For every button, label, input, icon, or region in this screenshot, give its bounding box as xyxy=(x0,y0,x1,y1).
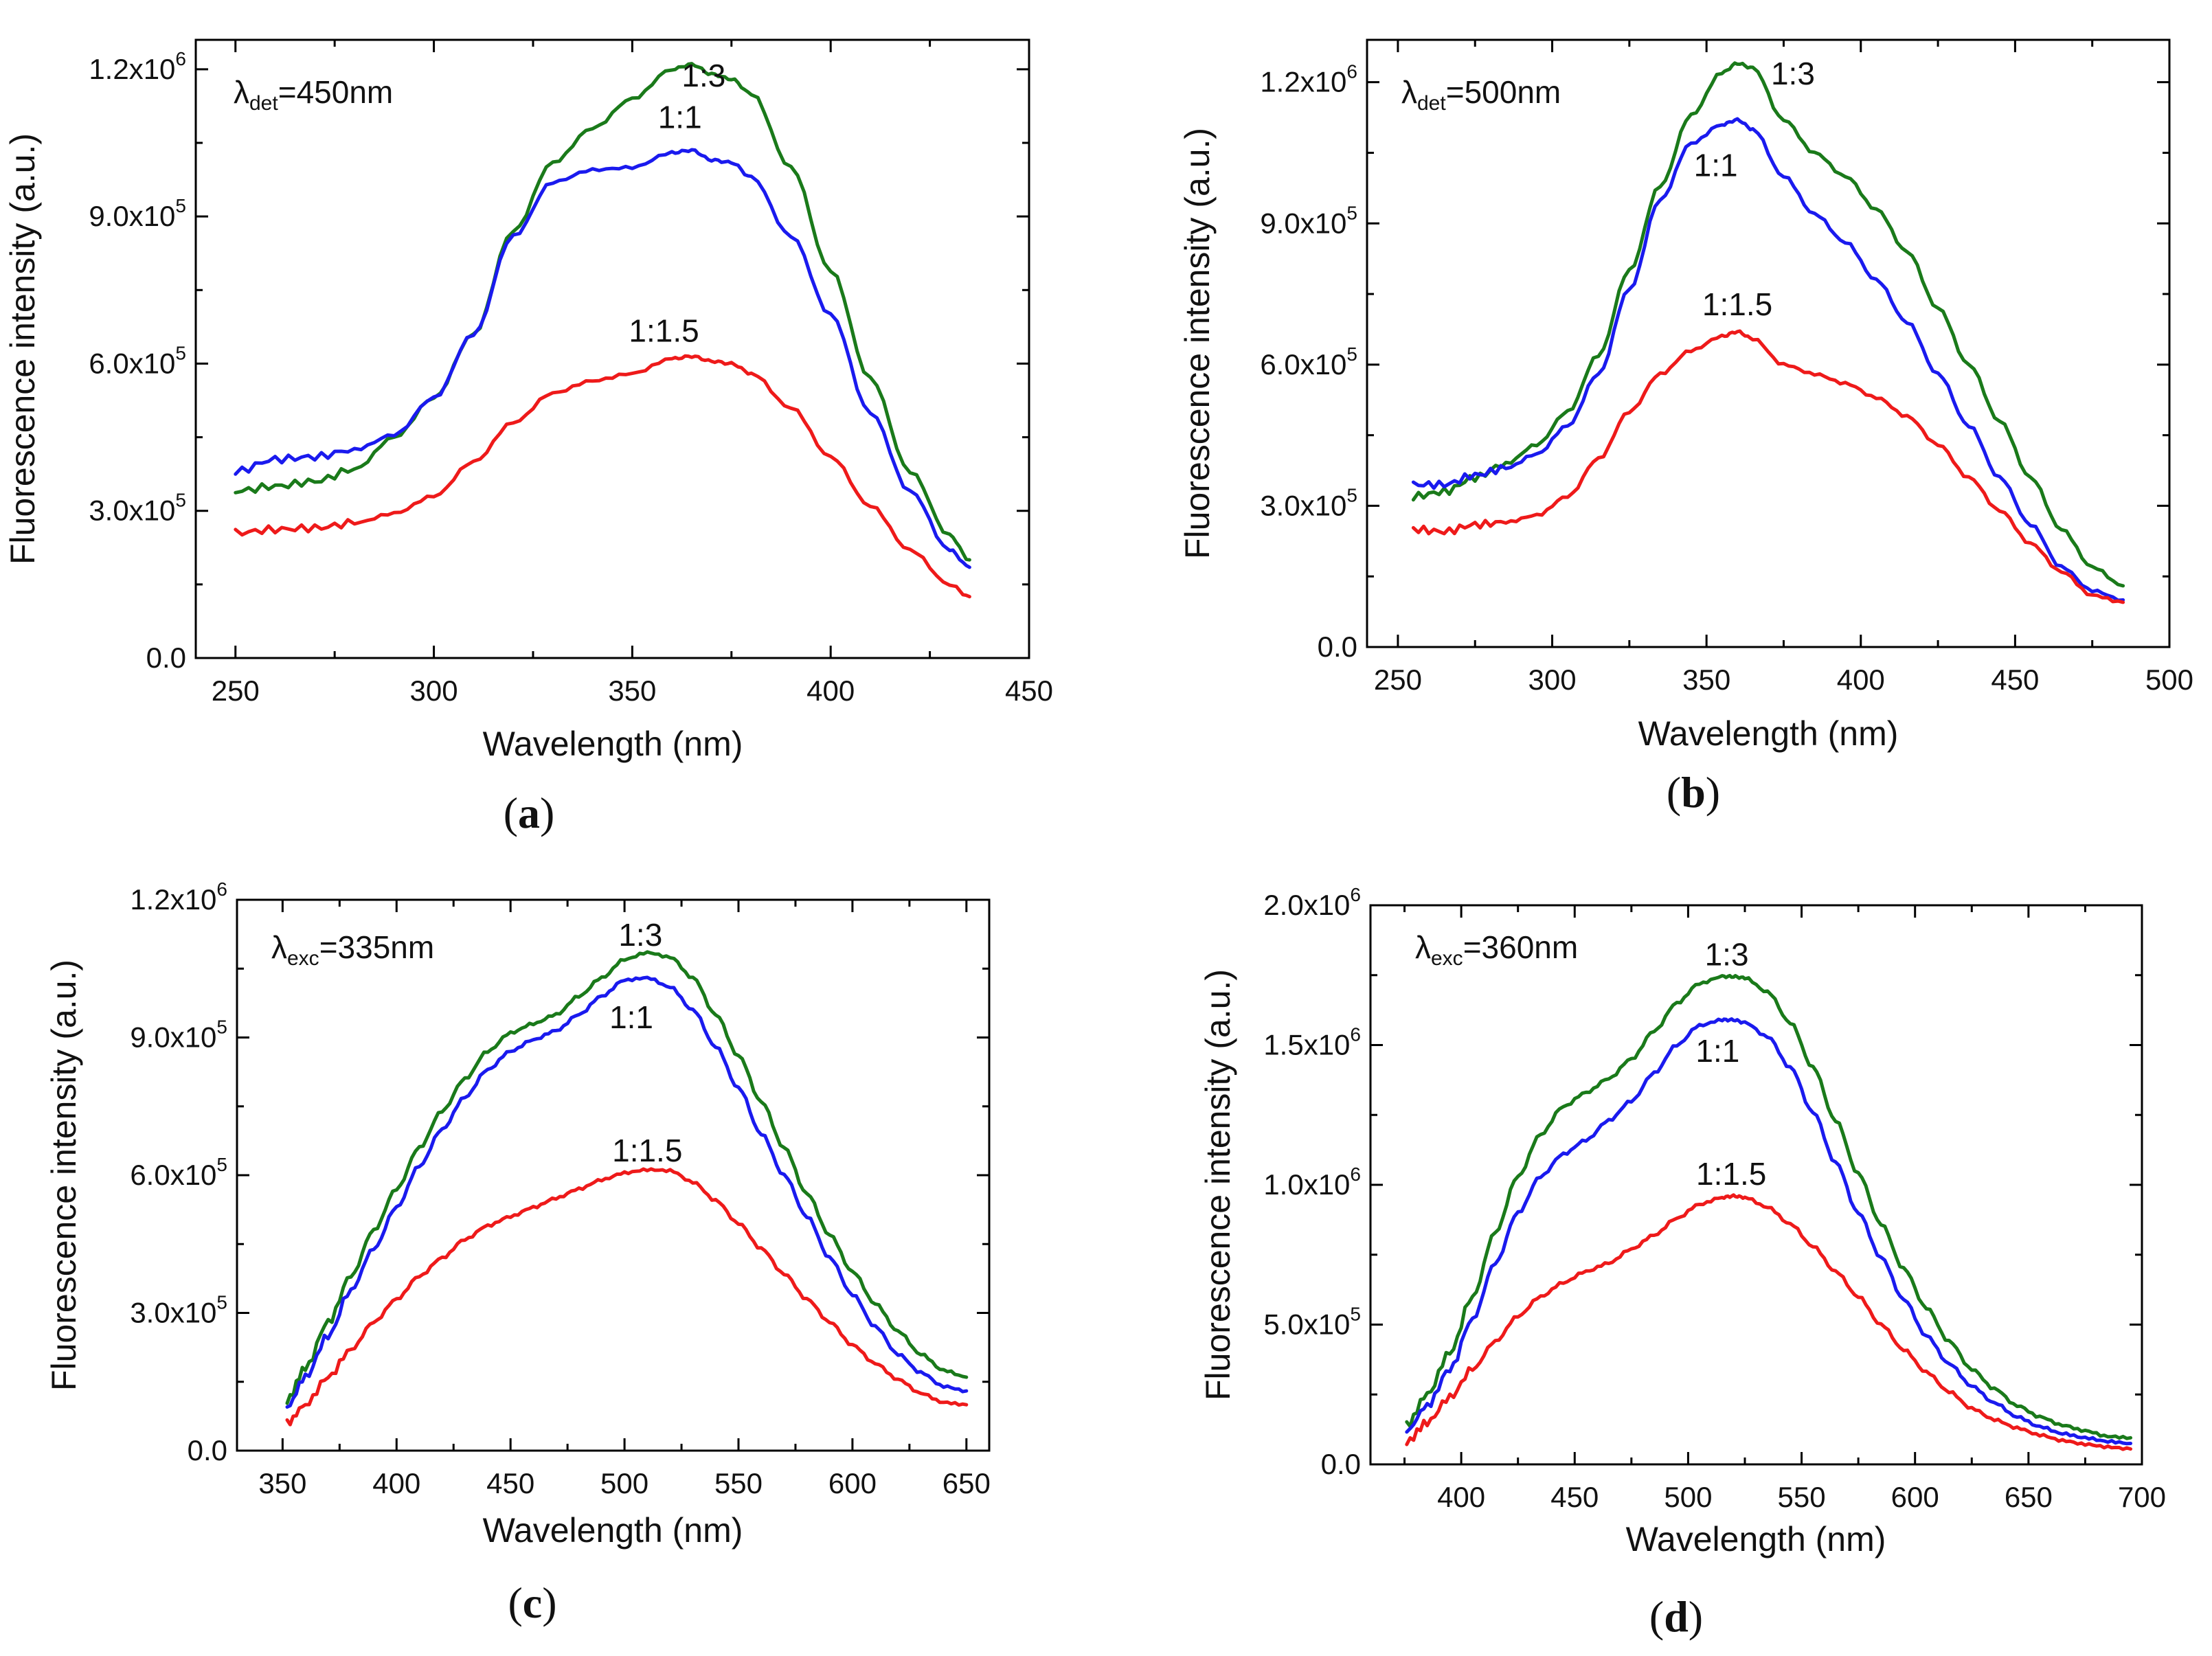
series-line-1-3 xyxy=(285,950,969,1405)
series-label: 1:1 xyxy=(1694,148,1738,183)
panel-d: 400 450 500 550 600 650 700 0.0 5.0x105 1.0x106 1.… xyxy=(1199,884,2166,1641)
plot-frame xyxy=(1366,38,2171,648)
series-line-1-1_5 xyxy=(285,1167,969,1427)
y-tick-label: 6.0x105 xyxy=(1260,343,1357,381)
x-tick-label: 250 xyxy=(1374,663,1422,696)
x-tick-label: 450 xyxy=(1991,663,2039,696)
series-label: 1:1.5 xyxy=(1696,1156,1766,1192)
x-axis-title: Wavelength (nm) xyxy=(483,1511,743,1550)
series-line-1-3 xyxy=(234,62,971,562)
panel-label: (a) xyxy=(504,789,555,837)
series-line-1-1 xyxy=(234,148,971,569)
x-tick-label: 400 xyxy=(1837,663,1885,696)
panel-label: (c) xyxy=(508,1578,556,1627)
x-tick-label: 550 xyxy=(714,1467,763,1499)
x-axis-title: Wavelength (nm) xyxy=(1626,1520,1886,1558)
y-tick-label: 9.0x105 xyxy=(1260,202,1357,239)
x-tick-label: 500 xyxy=(1664,1481,1712,1513)
panel-label: (b) xyxy=(1667,768,1720,817)
x-tick-label: 450 xyxy=(486,1467,534,1499)
panel-a: 250 300 350 400 450 0.0 3.0x105 6.0x105 9.0x105 1… xyxy=(3,38,1053,837)
wavelength-annotation: λexc=335nm xyxy=(271,929,434,970)
series-line-1-1 xyxy=(1411,117,2125,602)
x-tick-label: 350 xyxy=(258,1467,306,1499)
series-line-1-1 xyxy=(285,975,969,1409)
y-tick-label: 1.2x106 xyxy=(89,48,186,85)
series-label: 1:1.5 xyxy=(629,313,699,348)
x-tick-label: 500 xyxy=(600,1467,648,1499)
series-label: 1:1.5 xyxy=(612,1133,682,1168)
series-label: 1:3 xyxy=(618,917,662,953)
x-tick-label: 400 xyxy=(372,1467,420,1499)
y-tick-label: 3.0x105 xyxy=(1260,484,1357,521)
x-tick-label: 350 xyxy=(608,674,656,707)
x-tick-label: 400 xyxy=(1437,1481,1485,1513)
y-tick-label: 1.0x106 xyxy=(1263,1164,1361,1201)
x-tick-label: 300 xyxy=(410,674,458,707)
x-axis-title: Wavelength (nm) xyxy=(483,725,743,763)
panel-label: (d) xyxy=(1649,1592,1703,1641)
x-tick-label: 550 xyxy=(1778,1481,1826,1513)
y-axis-title: Fluorescence intensity (a.u.) xyxy=(45,960,83,1391)
y-tick-label: 0.0 xyxy=(1321,1448,1361,1480)
series-line-1-1_5 xyxy=(1411,329,2125,604)
series-label: 1:1 xyxy=(1695,1033,1739,1069)
y-axis-title: Fluorescence intensity (a.u.) xyxy=(1178,128,1217,559)
y-tick-label: 1.2x106 xyxy=(1260,61,1357,98)
plot-frame xyxy=(194,38,1030,659)
wavelength-annotation: λdet=450nm xyxy=(234,74,393,115)
y-tick-label: 3.0x105 xyxy=(89,490,186,527)
x-tick-label: 600 xyxy=(828,1467,877,1499)
y-tick-label: 3.0x105 xyxy=(130,1292,227,1329)
wavelength-annotation: λexc=360nm xyxy=(1415,929,1578,970)
y-tick-label: 5.0x105 xyxy=(1263,1304,1361,1341)
series-line-1-1_5 xyxy=(1405,1193,2132,1451)
y-tick-label: 6.0x105 xyxy=(130,1154,227,1191)
series-label: 1:1 xyxy=(658,100,702,135)
series-label: 1:3 xyxy=(1771,56,1815,91)
series-line-1-3 xyxy=(1411,61,2125,588)
x-tick-label: 700 xyxy=(2118,1481,2166,1513)
series-label: 1:3 xyxy=(1705,937,1749,973)
series-label: 1:1 xyxy=(609,999,653,1035)
x-tick-label: 650 xyxy=(2005,1481,2053,1513)
y-tick-label: 9.0x105 xyxy=(89,195,186,232)
y-tick-label: 0.0 xyxy=(1318,631,1357,663)
x-tick-label: 450 xyxy=(1005,674,1053,707)
y-tick-label: 9.0x105 xyxy=(130,1017,227,1054)
x-tick-label: 300 xyxy=(1528,663,1576,696)
y-tick-label: 1.2x106 xyxy=(130,878,227,916)
x-tick-label: 250 xyxy=(212,674,260,707)
series-line-1-1_5 xyxy=(234,354,971,599)
panel-c: 350 400 450 500 550 600 650 0.0 3.0x105 6.0x105 9.… xyxy=(45,878,991,1627)
x-tick-label: 600 xyxy=(1891,1481,1939,1513)
y-tick-label: 2.0x106 xyxy=(1263,884,1361,921)
x-tick-label: 400 xyxy=(806,674,855,707)
series-line-1-3 xyxy=(1405,973,2132,1440)
y-axis-title: Fluorescence intensity (a.u.) xyxy=(3,133,42,565)
x-tick-label: 350 xyxy=(1682,663,1730,696)
wavelength-annotation: λdet=500nm xyxy=(1401,74,1561,115)
y-tick-label: 0.0 xyxy=(146,642,186,674)
y-axis-title: Fluorescence intensity (a.u.) xyxy=(1199,969,1237,1400)
series-line-1-1 xyxy=(1405,1017,2132,1446)
y-tick-label: 0.0 xyxy=(188,1434,227,1466)
x-tick-label: 450 xyxy=(1550,1481,1599,1513)
x-tick-label: 500 xyxy=(2145,663,2193,696)
x-tick-label: 650 xyxy=(943,1467,991,1499)
y-tick-label: 1.5x106 xyxy=(1263,1024,1361,1061)
series-label: 1:3 xyxy=(681,58,725,93)
series-label: 1:1.5 xyxy=(1702,286,1772,322)
y-tick-label: 6.0x105 xyxy=(89,342,186,379)
panel-b: 250 300 350 400 450 500 0.0 3.0x105 6.0x105 9.0x1… xyxy=(1178,38,2193,817)
x-axis-title: Wavelength (nm) xyxy=(1638,714,1899,753)
